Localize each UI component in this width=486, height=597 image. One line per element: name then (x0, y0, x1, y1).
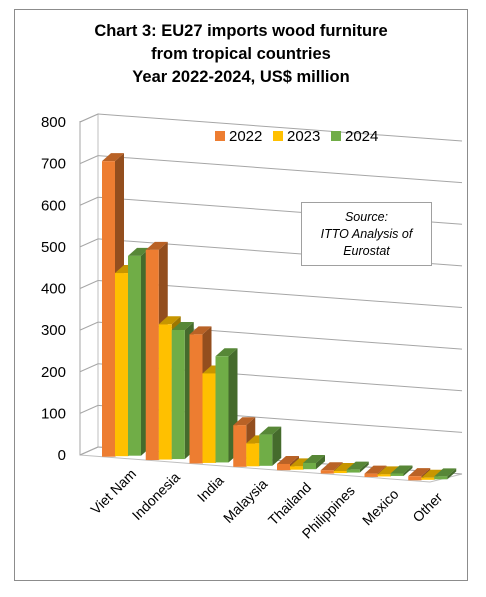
bar-front (333, 470, 347, 474)
bar-mexico-2024 (390, 465, 413, 476)
bar-top (259, 426, 282, 435)
x-tick-label: India (194, 472, 227, 505)
source-annotation: Source: ITTO Analysis of Eurostat (301, 202, 432, 266)
bar-top (215, 348, 238, 357)
gridline-side (79, 404, 99, 414)
bar-front (128, 255, 141, 456)
bar-top (346, 461, 369, 470)
bar-front (259, 434, 273, 466)
bar-top (390, 465, 413, 474)
bar-front (102, 161, 115, 457)
bar-front (390, 473, 404, 476)
x-tick-label: Other (409, 489, 445, 525)
y-tick-label: 800 (41, 114, 66, 131)
chart-title-line-3: Year 2022-2024, US$ million (132, 68, 350, 86)
bar-top (377, 466, 400, 475)
chart-frame (14, 9, 468, 581)
bar-top (128, 247, 150, 256)
legend-swatch-2023 (273, 131, 283, 141)
bar-thailand-2024 (303, 454, 325, 470)
legend-label-2022: 2022 (229, 128, 262, 145)
bar-top (189, 326, 212, 335)
bar-top (408, 468, 431, 477)
legend-swatch-2024 (331, 131, 341, 141)
x-tick-label: Mexico (359, 486, 402, 529)
y-tick-label: 600 (41, 197, 66, 214)
bar-front (320, 470, 334, 474)
bar-front (434, 476, 448, 480)
gridline-side (79, 321, 99, 331)
gridline (97, 113, 463, 142)
chart-title-line-2: from tropical countries (151, 45, 331, 63)
gridline-side (79, 280, 99, 289)
source-line-2: ITTO Analysis of (320, 227, 413, 241)
bar-philippines-2024 (346, 461, 369, 473)
y-axis-ticks: 0 100 200 300 400 500 600 700 800 (41, 114, 66, 464)
bar-side (447, 468, 457, 480)
bar-front (215, 356, 229, 463)
bar-top (364, 465, 387, 474)
bar-top (320, 462, 343, 471)
bar-top (434, 468, 457, 477)
bar-front (364, 473, 378, 477)
source-line-1: Source: (344, 210, 389, 224)
bar-side (403, 465, 413, 476)
gridline-side (79, 238, 99, 248)
bar-front (145, 249, 159, 461)
legend-swatch-2022 (215, 131, 225, 141)
legend-label-2023: 2023 (287, 128, 320, 145)
bar-top (303, 454, 325, 463)
bar-other-2024 (434, 468, 457, 480)
gridline-side (79, 113, 99, 123)
bar-top (158, 316, 181, 325)
bar-front (303, 462, 316, 470)
bar-top (421, 469, 444, 478)
bar-front (408, 476, 422, 481)
legend-label-2024: 2024 (345, 128, 378, 145)
legend: 2022 2023 2024 (215, 128, 378, 145)
bar-side (316, 454, 325, 470)
bar-top (171, 322, 194, 331)
y-tick-label: 200 (41, 364, 66, 381)
y-tick-label: 500 (41, 239, 66, 256)
bar-front (202, 373, 216, 463)
bars (102, 153, 457, 481)
bar-top (102, 153, 124, 162)
bar-front (171, 330, 185, 460)
y-tick-label: 0 (58, 447, 66, 464)
chart-title: Chart 3: EU27 imports wood furniture fro… (14, 20, 468, 89)
chart-title-line-1: Chart 3: EU27 imports wood furniture (94, 22, 388, 40)
bar-malaysia-2024 (259, 426, 282, 466)
bar-front (158, 324, 172, 460)
x-tick-label: Malaysia (220, 475, 271, 526)
gridline-side (79, 446, 99, 456)
bar-top (277, 455, 299, 464)
gridline (97, 155, 463, 184)
bar-top (333, 462, 356, 471)
gridline-side (79, 155, 99, 165)
bar-side (272, 426, 282, 466)
bar-front (290, 466, 303, 470)
bar-front (246, 443, 260, 467)
bar-front (115, 273, 128, 457)
y-tick-label: 400 (41, 281, 66, 298)
bar-front (277, 463, 290, 471)
gridline-side (79, 363, 99, 373)
source-line-3: Eurostat (343, 244, 390, 258)
bar-side (359, 461, 369, 473)
y-tick-label: 700 (41, 156, 66, 173)
bar-front (189, 334, 203, 464)
bar-front (421, 477, 435, 480)
gridline-side (79, 196, 99, 206)
bar-top (145, 241, 168, 250)
bar-top (233, 417, 256, 426)
bar-front (346, 469, 360, 473)
y-tick-label: 300 (41, 322, 66, 339)
bar-front (233, 425, 247, 467)
y-tick-label: 100 (41, 405, 66, 422)
bar-front (377, 474, 391, 477)
